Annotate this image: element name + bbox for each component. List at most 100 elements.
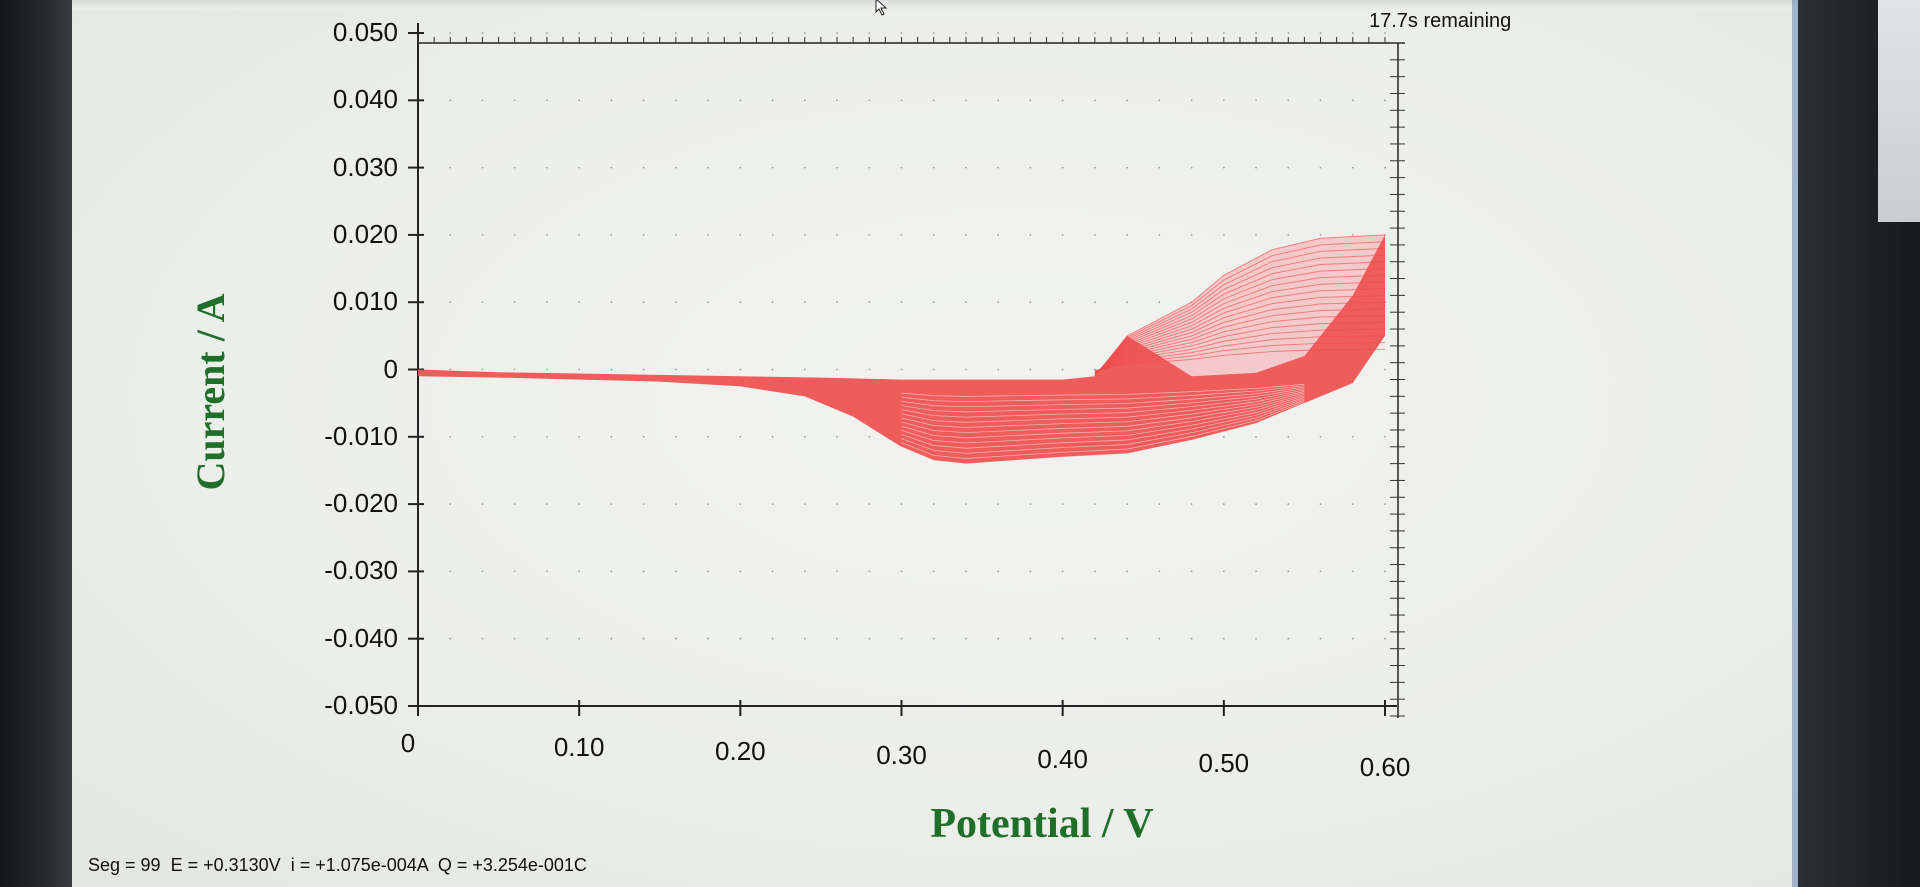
- grid-dot: [1255, 503, 1257, 505]
- cycle-trace: [1094, 301, 1386, 374]
- grid-dot: [868, 637, 871, 640]
- x-tick-label: 0.10: [553, 732, 605, 762]
- grid-dot: [771, 32, 774, 34]
- cycle-trace: [1094, 274, 1386, 375]
- grid-dot: [965, 234, 967, 236]
- grid-dot: [739, 32, 742, 34]
- grid-dot: [868, 301, 871, 304]
- grid-dot: [1190, 234, 1193, 236]
- cycle-trace: [901, 398, 1305, 449]
- grid-dot: [803, 435, 806, 438]
- grid-dot: [739, 435, 742, 438]
- grid-dot: [610, 570, 613, 573]
- grid-dot: [674, 234, 677, 236]
- grid-dot: [739, 234, 742, 236]
- grid-dot: [1351, 32, 1354, 34]
- grid-dot: [707, 435, 709, 438]
- grid-dot: [610, 503, 613, 505]
- grid-dot: [868, 570, 871, 573]
- grid-dot: [642, 301, 645, 304]
- grid-dot: [513, 32, 516, 34]
- grid-dot: [578, 32, 581, 34]
- grid-dot: [900, 166, 903, 169]
- grid-dot: [449, 637, 452, 640]
- grid-dot: [1351, 570, 1354, 573]
- grid-dot: [1384, 32, 1386, 34]
- charge-readout: Q = +3.254e-001C: [437, 855, 587, 875]
- cycle-trace: [901, 396, 1305, 444]
- grid-dot: [513, 368, 516, 371]
- grid-dot: [1287, 637, 1290, 640]
- grid-dot: [1190, 99, 1193, 102]
- grid-dot: [1061, 503, 1064, 505]
- grid-dot: [932, 234, 935, 236]
- grid-dot: [803, 570, 806, 573]
- grid-dot: [771, 301, 774, 304]
- grid-dot: [868, 99, 871, 102]
- grid-dot: [997, 32, 1000, 34]
- grid-dot: [1384, 166, 1386, 169]
- grid-dot: [1029, 234, 1032, 236]
- grid-dot: [965, 99, 967, 102]
- grid-dot: [803, 99, 806, 102]
- grid-dot: [642, 637, 645, 640]
- grid-dot: [1158, 234, 1161, 236]
- grid-dot: [546, 637, 548, 640]
- grid-dot: [739, 570, 742, 573]
- grid-dot: [1061, 166, 1064, 169]
- grid-dot: [610, 435, 613, 438]
- grid-dot: [513, 503, 516, 505]
- x-tick-label: 0.60: [1359, 752, 1411, 782]
- grid-dot: [771, 368, 774, 371]
- grid-dot: [513, 435, 516, 438]
- grid-dot: [513, 99, 516, 102]
- grid-dot: [836, 637, 838, 640]
- grid-dot: [1222, 435, 1225, 438]
- grid-dot: [481, 32, 484, 34]
- cycle-trace: [1094, 234, 1386, 377]
- grid-dot: [1029, 99, 1032, 102]
- grid-dot: [1061, 301, 1064, 304]
- grid-dot: [674, 570, 677, 573]
- grid-dot: [1222, 570, 1225, 573]
- grid-dot: [1222, 32, 1225, 34]
- grid-dot: [707, 166, 709, 169]
- cycle-trace: [1094, 328, 1386, 372]
- y-tick-label: -0.050: [324, 690, 398, 720]
- grid-dot: [1255, 32, 1257, 34]
- grid-dot: [1319, 99, 1322, 102]
- grid-dot: [449, 99, 452, 102]
- cycle-trace: [901, 402, 1305, 465]
- grid-dot: [932, 99, 935, 102]
- grid-dot: [803, 368, 806, 371]
- grid-dot: [803, 234, 806, 236]
- grid-dot: [481, 234, 484, 236]
- grid-dot: [965, 503, 967, 505]
- cycle-trace: [901, 399, 1305, 454]
- grid-dot: [1287, 503, 1290, 505]
- grid-dot: [1287, 99, 1290, 102]
- grid-dot: [610, 234, 613, 236]
- grid-dot: [578, 435, 581, 438]
- cycle-trace: [901, 392, 1305, 428]
- grid-dot: [610, 301, 613, 304]
- y-tick-label: -0.020: [324, 488, 398, 519]
- grid-dot: [546, 435, 548, 438]
- grid-dot: [1351, 234, 1354, 236]
- grid-dot: [932, 637, 935, 640]
- grid-dot: [1126, 301, 1129, 304]
- grid-dot: [449, 234, 452, 236]
- grid-dot: [707, 32, 709, 34]
- grid-dot: [1190, 166, 1193, 169]
- grid-dot: [610, 637, 613, 640]
- grid-dot: [1029, 368, 1032, 371]
- grid-dot: [707, 368, 709, 371]
- grid-dot: [707, 99, 709, 102]
- cycle-trace: [1094, 294, 1386, 374]
- grid-dot: [1351, 503, 1354, 505]
- grid-dot: [997, 503, 1000, 505]
- grid-dot: [1222, 234, 1225, 236]
- grid-dot: [642, 166, 645, 169]
- y-tick-label: 0.040: [332, 84, 398, 115]
- grid-dot: [1351, 435, 1354, 438]
